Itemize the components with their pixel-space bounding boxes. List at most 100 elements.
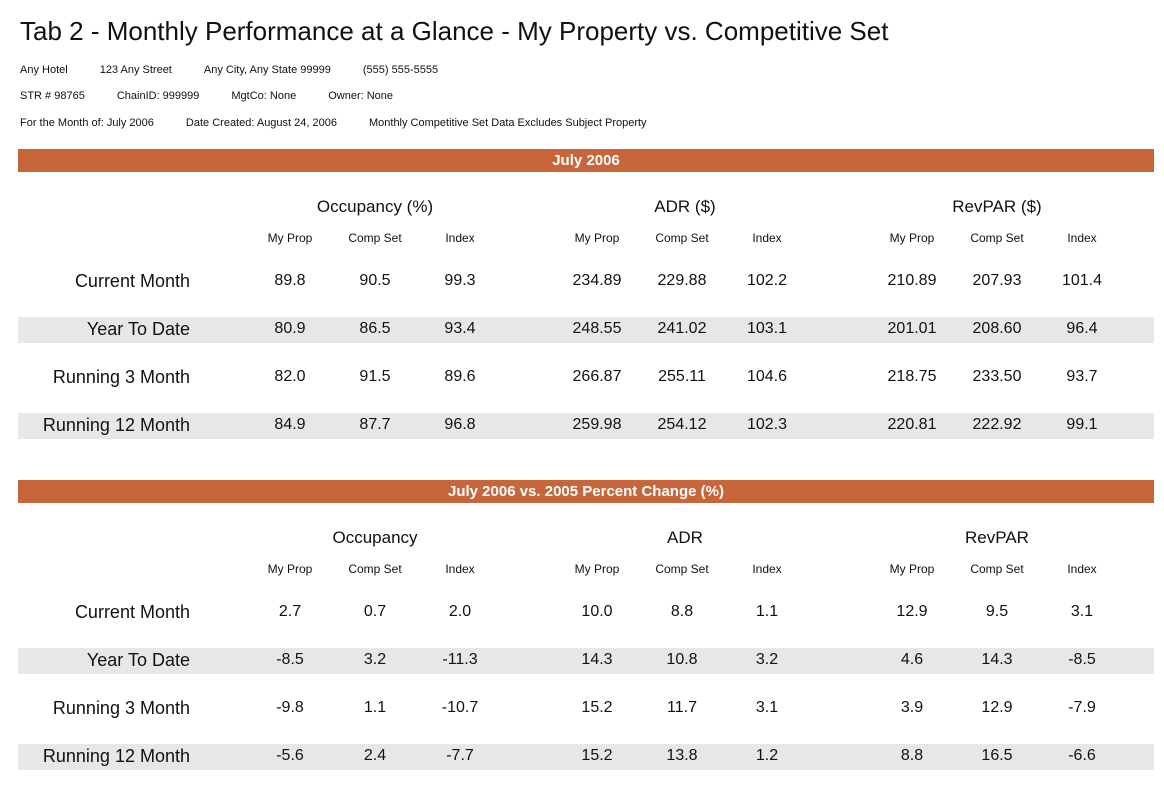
cell-value: 218.75 xyxy=(887,368,937,385)
cell-value: -7.9 xyxy=(1068,699,1096,716)
cell-value: 10.8 xyxy=(666,651,698,668)
cell-value: 12.9 xyxy=(981,699,1013,716)
row-label: Running 3 Month xyxy=(52,698,190,718)
cell-value: 84.9 xyxy=(274,416,306,433)
column-header: My Prop xyxy=(267,231,313,245)
cell-value: 208.60 xyxy=(972,320,1022,337)
info-item: (555) 555-5555 xyxy=(362,64,439,76)
cell-value: 2.4 xyxy=(363,747,387,764)
cell-value: 101.4 xyxy=(1061,272,1103,289)
cell-value: 89.8 xyxy=(274,272,306,289)
cell-value: 102.2 xyxy=(746,272,788,289)
cell-value: 207.93 xyxy=(972,272,1022,289)
column-header: Comp Set xyxy=(348,231,402,245)
cell-value: 2.7 xyxy=(278,603,302,620)
cell-value: 8.8 xyxy=(670,603,694,620)
cell-value: 103.1 xyxy=(746,320,788,337)
cell-value: 12.9 xyxy=(896,603,928,620)
row-label: Year To Date xyxy=(86,650,190,670)
row-label: Current Month xyxy=(74,602,190,622)
cell-value: 99.1 xyxy=(1066,416,1098,433)
cell-value: 93.4 xyxy=(444,320,476,337)
cell-value: 241.02 xyxy=(657,320,707,337)
info-item: MgtCo: None xyxy=(231,90,297,102)
cell-value: 10.0 xyxy=(581,603,613,620)
cell-value: 201.01 xyxy=(887,320,937,337)
row-label: Running 12 Month xyxy=(42,746,190,766)
cell-value: -7.7 xyxy=(446,747,474,764)
column-header: My Prop xyxy=(574,562,620,576)
cell-value: -11.3 xyxy=(442,651,478,668)
cell-value: 229.88 xyxy=(657,272,707,289)
cell-value: 0.7 xyxy=(363,603,387,620)
cell-value: 96.4 xyxy=(1066,320,1098,337)
info-line: For the Month of: July 2006 Date Created:… xyxy=(20,117,679,129)
row-shade xyxy=(18,744,1154,770)
cell-value: 222.92 xyxy=(972,416,1022,433)
cell-value: 9.5 xyxy=(985,603,1009,620)
info-item: 123 Any Street xyxy=(99,64,172,76)
section-banner: July 2006 vs. 2005 Percent Change (%) xyxy=(18,480,1154,503)
cell-value: 91.5 xyxy=(359,368,391,385)
cell-value: -5.6 xyxy=(276,747,304,764)
row-label: Year To Date xyxy=(86,319,190,339)
column-header: Index xyxy=(752,562,782,576)
column-header: Comp Set xyxy=(970,231,1024,245)
cell-value: -8.5 xyxy=(276,651,304,668)
cell-value: 82.0 xyxy=(274,368,306,385)
info-item: Date Created: August 24, 2006 xyxy=(185,117,337,129)
cell-value: -9.8 xyxy=(276,699,304,716)
column-header: Comp Set xyxy=(655,231,709,245)
cell-value: 14.3 xyxy=(581,651,613,668)
cell-value: -8.5 xyxy=(1068,651,1096,668)
cell-value: -10.7 xyxy=(441,699,479,716)
cell-value: 3.2 xyxy=(363,651,387,668)
cell-value: 89.6 xyxy=(444,368,476,385)
group-header: ADR xyxy=(667,528,703,547)
cell-value: 259.98 xyxy=(572,416,622,433)
column-header: Comp Set xyxy=(970,562,1024,576)
cell-value: 8.8 xyxy=(900,747,924,764)
info-line: STR # 98765 ChainID: 999999 MgtCo: None Own… xyxy=(20,90,425,102)
cell-value: 254.12 xyxy=(657,416,707,433)
cell-value: 210.89 xyxy=(887,272,937,289)
cell-value: 1.2 xyxy=(755,747,779,764)
column-header: Index xyxy=(445,231,475,245)
column-header: Index xyxy=(1067,231,1097,245)
cell-value: 16.5 xyxy=(981,747,1013,764)
cell-value: 104.6 xyxy=(746,368,788,385)
info-item: For the Month of: July 2006 xyxy=(20,117,154,129)
cell-value: 234.89 xyxy=(572,272,622,289)
section-banner: July 2006 xyxy=(18,149,1154,172)
cell-value: 14.3 xyxy=(981,651,1013,668)
cell-value: 266.87 xyxy=(572,368,622,385)
group-header: Occupancy xyxy=(332,528,418,547)
row-shade xyxy=(18,413,1154,439)
column-header: Index xyxy=(445,562,475,576)
cell-value: 96.8 xyxy=(444,416,476,433)
cell-value: 2.0 xyxy=(448,603,472,620)
page-title: Tab 2 - Monthly Performance at a Glance … xyxy=(20,16,889,46)
cell-value: 1.1 xyxy=(363,699,387,716)
row-label: Running 12 Month xyxy=(42,415,190,435)
cell-value: 90.5 xyxy=(359,272,391,289)
cell-value: 3.1 xyxy=(1070,603,1094,620)
cell-value: 255.11 xyxy=(658,368,706,385)
group-header: ADR ($) xyxy=(654,197,716,216)
column-header: My Prop xyxy=(889,231,935,245)
column-header: Comp Set xyxy=(655,562,709,576)
info-line: Any Hotel 123 Any Street Any City, Any Sta… xyxy=(20,64,470,76)
cell-value: 93.7 xyxy=(1066,368,1098,385)
column-header: My Prop xyxy=(889,562,935,576)
info-item: Any City, Any State 99999 xyxy=(203,64,331,76)
group-header: RevPAR xyxy=(965,528,1029,547)
cell-value: 15.2 xyxy=(581,699,613,716)
cell-value: 102.3 xyxy=(746,416,788,433)
cell-value: 220.81 xyxy=(887,416,937,433)
cell-value: -6.6 xyxy=(1068,747,1096,764)
cell-value: 99.3 xyxy=(444,272,476,289)
cell-value: 1.1 xyxy=(755,603,779,620)
group-header: Occupancy (%) xyxy=(316,197,434,216)
column-header: My Prop xyxy=(267,562,313,576)
